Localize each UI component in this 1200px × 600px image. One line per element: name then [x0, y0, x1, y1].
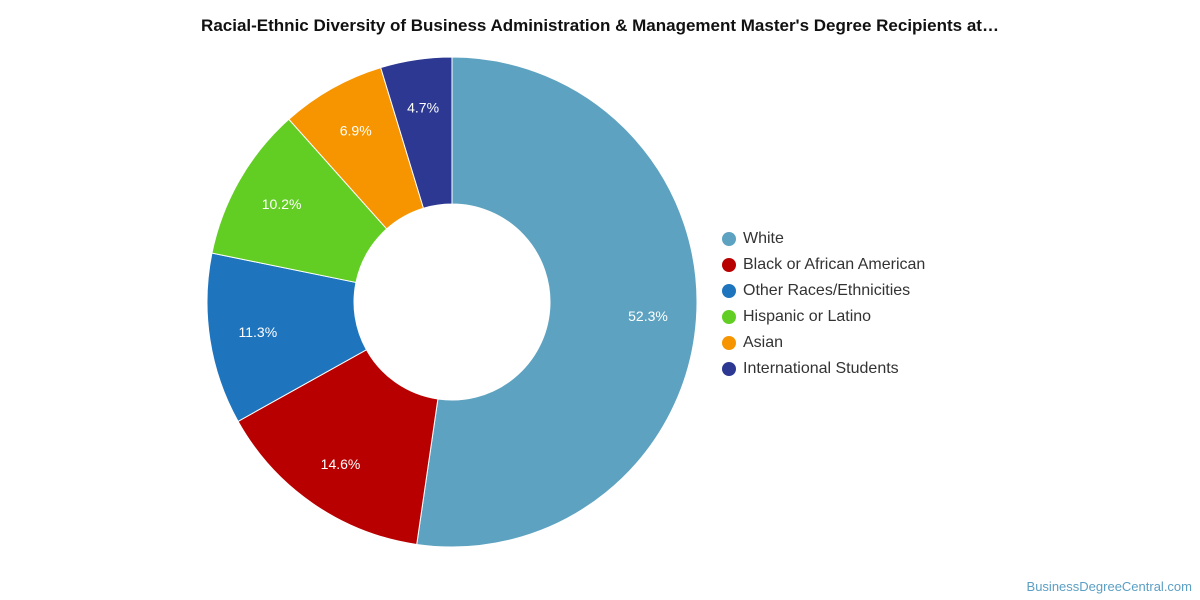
- legend-label: Asian: [743, 334, 784, 351]
- slice-black-or-african-american[interactable]: [237, 349, 439, 546]
- legend-label: Other Races/Ethnicities: [743, 282, 911, 299]
- chart-legend: White Black or African American Other Race…: [722, 226, 925, 382]
- data-label-international-students: 4.7%: [407, 100, 439, 116]
- data-label-asian: 6.9%: [340, 123, 372, 139]
- legend-item-hispanic-or-latino[interactable]: Hispanic or Latino: [722, 304, 925, 330]
- legend-label: Hispanic or Latino: [743, 308, 872, 325]
- legend-item-black-or-african-american[interactable]: Black or African American: [722, 252, 925, 278]
- slice-white[interactable]: [416, 56, 698, 548]
- legend-label: Black or African American: [743, 256, 926, 273]
- data-label-black-or-african-american: 14.6%: [321, 456, 361, 472]
- data-label-hispanic-or-latino: 10.2%: [262, 196, 302, 212]
- slice-other-races-ethnicities[interactable]: [206, 252, 368, 423]
- legend-swatch: [722, 310, 736, 324]
- data-label-other-races-ethnicities: 11.3%: [238, 324, 277, 340]
- slice-hispanic-or-latino[interactable]: [211, 118, 388, 284]
- legend-item-asian[interactable]: Asian: [722, 330, 925, 356]
- slice-international-students[interactable]: [380, 56, 453, 209]
- source-credit[interactable]: BusinessDegreeCentral.com: [1026, 579, 1192, 594]
- legend-label: White: [743, 230, 784, 247]
- legend-swatch: [722, 362, 736, 376]
- legend-swatch: [722, 336, 736, 350]
- legend-swatch: [722, 232, 736, 246]
- data-label-white: 52.3%: [628, 308, 668, 324]
- legend-swatch: [722, 258, 736, 272]
- legend-swatch: [722, 284, 736, 298]
- legend-item-white[interactable]: White: [722, 226, 925, 252]
- legend-item-international-students[interactable]: International Students: [722, 356, 925, 382]
- legend-label: International Students: [743, 360, 899, 377]
- chart-title: Racial-Ethnic Diversity of Business Admi…: [201, 16, 999, 35]
- legend-item-other-races-ethnicities[interactable]: Other Races/Ethnicities: [722, 278, 925, 304]
